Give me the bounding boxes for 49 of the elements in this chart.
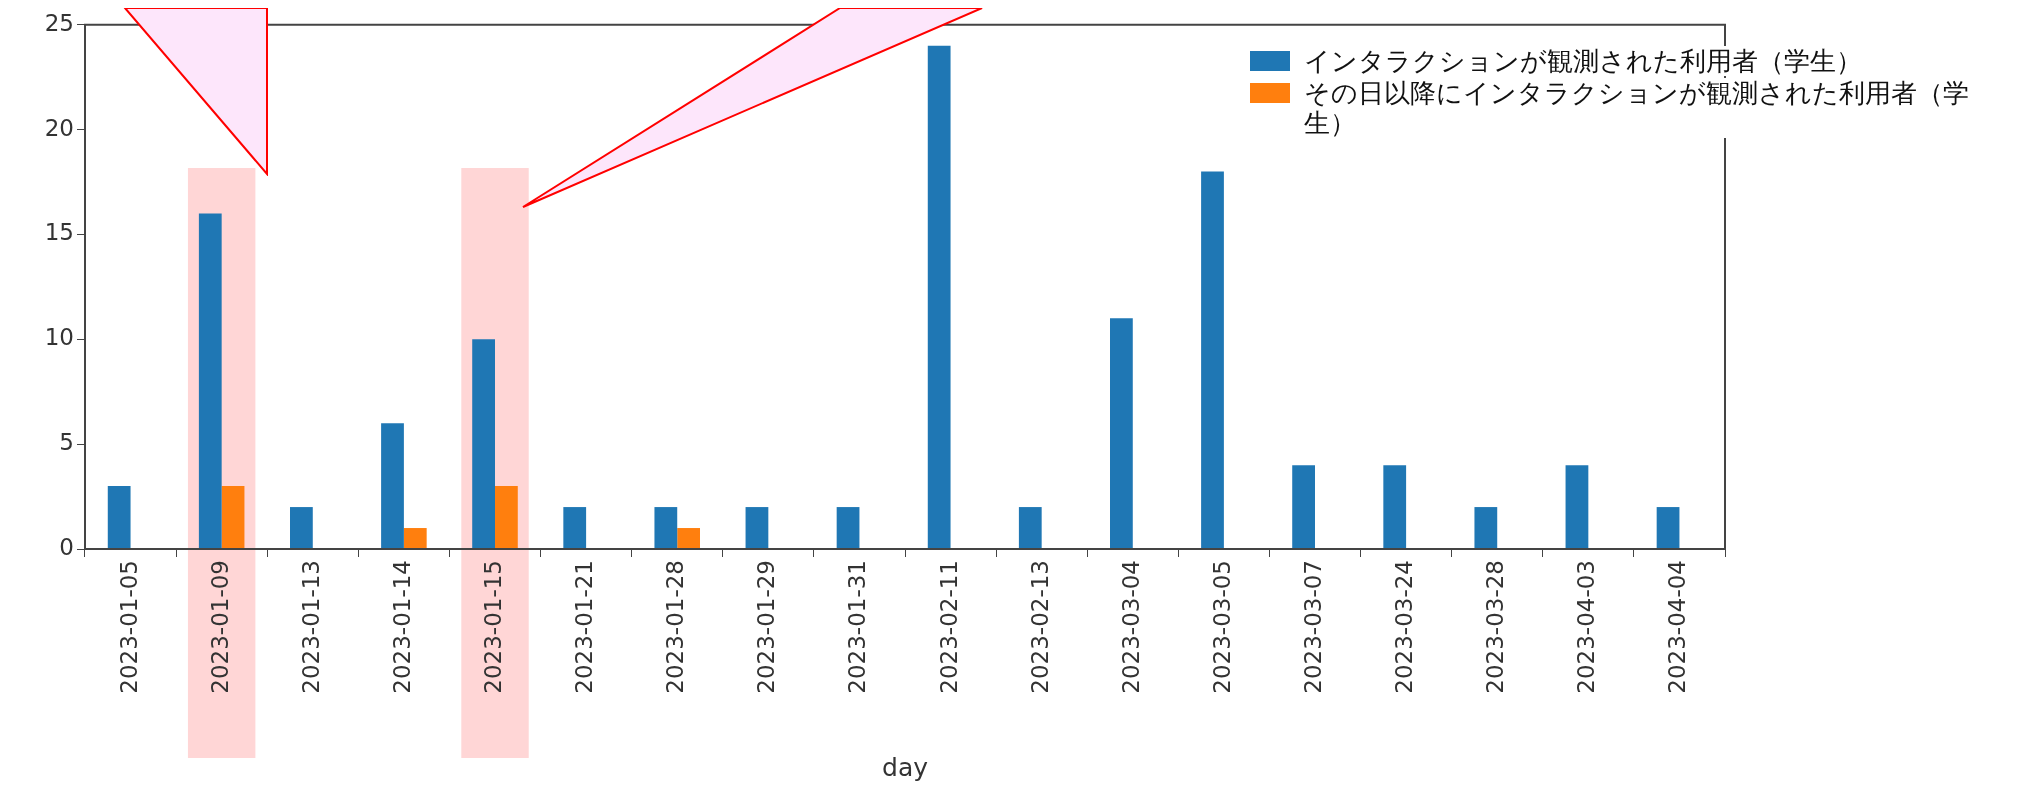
bar [1656, 507, 1680, 549]
y-tick-label: 15 [44, 219, 74, 246]
bar [107, 486, 131, 549]
y-tick-label: 20 [44, 114, 74, 141]
x-tick-label: 2023-01-15 [479, 560, 506, 694]
x-tick-label: 2023-01-13 [297, 560, 324, 694]
x-axis-title: day [882, 752, 929, 782]
bar [1110, 318, 1133, 549]
bar [836, 507, 860, 549]
bar [677, 528, 700, 549]
bar [745, 507, 769, 549]
y-tick-label: 5 [59, 429, 74, 456]
x-tick-label: 2023-01-29 [753, 560, 780, 694]
x-tick-label: 2023-03-05 [1208, 560, 1235, 694]
bar [495, 486, 518, 549]
legend-label: その日以降にインタラクションが観測された利用者（学生） [1304, 78, 1990, 138]
bar [563, 507, 587, 549]
bar [381, 423, 404, 549]
x-tick-label: 2023-01-14 [388, 560, 415, 694]
bar [654, 507, 678, 549]
bar [927, 45, 951, 549]
bar [1383, 465, 1407, 549]
bar [221, 486, 245, 549]
x-tick-label: 2023-01-31 [844, 560, 871, 694]
x-tick-label: 2023-02-11 [935, 560, 962, 694]
y-tick-label: 25 [44, 9, 74, 36]
x-tick-label: 2023-01-28 [662, 560, 689, 694]
x-tick-label: 2023-01-05 [115, 560, 142, 694]
x-tick-label: 2023-03-28 [1482, 560, 1509, 694]
bar [1018, 507, 1042, 549]
x-tick-label: 2023-01-21 [571, 560, 598, 694]
x-tick-label: 2023-03-04 [1117, 560, 1144, 694]
x-tick-label: 2023-04-03 [1573, 560, 1600, 694]
bar [1474, 507, 1498, 549]
bar [472, 339, 495, 549]
x-tick-label: 2023-03-07 [1299, 560, 1326, 694]
bar [1565, 465, 1589, 549]
x-tick-label: 2023-04-04 [1664, 560, 1691, 694]
x-tick-label: 2023-03-24 [1391, 560, 1418, 694]
bar [1201, 171, 1224, 549]
bar [1292, 465, 1315, 549]
x-tick-label: 2023-02-13 [1026, 560, 1053, 694]
bar [403, 528, 427, 549]
y-tick-label: 0 [59, 533, 74, 560]
bar [198, 213, 222, 549]
x-tick-label: 2023-01-09 [206, 560, 233, 694]
y-tick-label: 10 [44, 324, 74, 351]
legend-label: インタラクションが観測された利用者（学生） [1304, 46, 1862, 76]
bar [290, 507, 313, 549]
